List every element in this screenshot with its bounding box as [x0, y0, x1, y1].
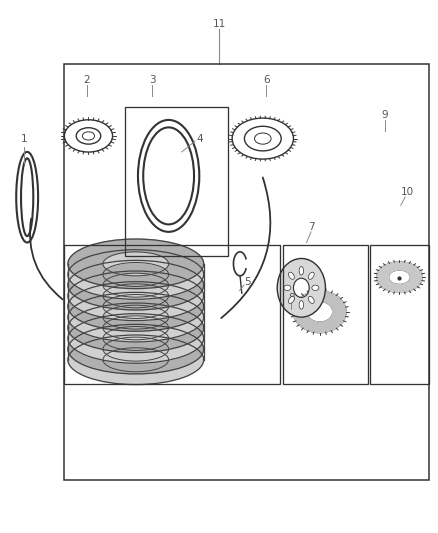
- Ellipse shape: [289, 272, 294, 279]
- Text: 2: 2: [83, 75, 90, 85]
- Text: 9: 9: [381, 110, 388, 119]
- Text: 10: 10: [401, 187, 414, 197]
- Ellipse shape: [299, 301, 304, 309]
- Text: 5: 5: [244, 278, 251, 287]
- Polygon shape: [68, 250, 204, 299]
- Text: 1: 1: [21, 134, 28, 143]
- Ellipse shape: [308, 272, 314, 279]
- Polygon shape: [68, 335, 204, 384]
- Ellipse shape: [284, 285, 291, 290]
- Text: 11: 11: [212, 19, 226, 29]
- Bar: [370, 245, 429, 384]
- Bar: [64, 64, 429, 480]
- Polygon shape: [68, 239, 204, 288]
- Polygon shape: [293, 291, 346, 333]
- Polygon shape: [68, 314, 204, 363]
- Bar: [64, 245, 280, 384]
- Polygon shape: [68, 303, 204, 352]
- Ellipse shape: [308, 296, 314, 303]
- Text: 3: 3: [149, 75, 156, 85]
- Text: 4: 4: [196, 134, 203, 143]
- Text: 8: 8: [288, 294, 295, 303]
- Polygon shape: [68, 282, 204, 331]
- Polygon shape: [377, 262, 422, 293]
- Ellipse shape: [299, 266, 304, 275]
- Polygon shape: [68, 293, 204, 342]
- Polygon shape: [68, 325, 204, 374]
- Text: 6: 6: [263, 75, 270, 85]
- Bar: [283, 245, 368, 384]
- Ellipse shape: [312, 285, 319, 290]
- Bar: [125, 107, 228, 256]
- Text: 7: 7: [307, 222, 314, 231]
- Polygon shape: [277, 259, 325, 317]
- Polygon shape: [68, 261, 204, 310]
- Polygon shape: [68, 271, 204, 320]
- Ellipse shape: [289, 296, 294, 303]
